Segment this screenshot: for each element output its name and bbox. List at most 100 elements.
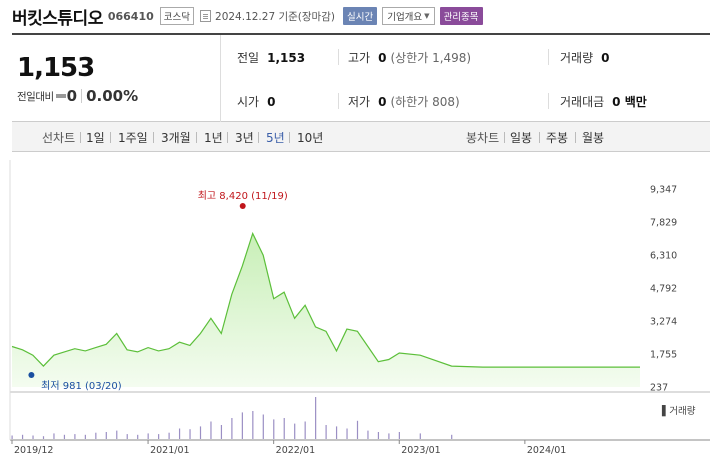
range-3m-button[interactable]: 3개월 [161, 131, 191, 145]
low-label: 저가 [348, 95, 371, 109]
price-line [11, 231, 640, 368]
volume-bar [398, 432, 400, 439]
divider [227, 132, 228, 143]
volume-bar [32, 435, 34, 439]
y-tick-label: 4,792 [650, 284, 677, 295]
y-tick-label: 9,347 [650, 185, 677, 196]
volume-bar [74, 434, 76, 439]
current-price: 1,153 [17, 53, 95, 83]
volume-bar [252, 411, 254, 439]
volume-bar [304, 421, 306, 439]
admin-stock-badge[interactable]: 관리종목 [439, 7, 483, 25]
divider [153, 132, 154, 143]
y-tick-label: 3,274 [650, 317, 677, 328]
candle-daily-button[interactable]: 일봉 [510, 131, 533, 145]
range-1y-button[interactable]: 1년 [204, 131, 223, 145]
volume-bar [42, 436, 45, 439]
volume-bar [189, 429, 191, 439]
y-tick-label: 6,310 [650, 251, 677, 262]
price-chart-svg: ▌거래량 9,347 7,829 6,310 4,792 3,274 1,755 237 20… [9, 160, 710, 456]
volume-bar [325, 425, 327, 439]
low-value: 0 [378, 94, 387, 109]
range-1w-button[interactable]: 1주일 [118, 131, 148, 145]
quote-summary: 1,153 전일대비 0 0.00% 전일 1,153 고가 0 (상한가 1,… [12, 35, 710, 122]
volume-bar [168, 432, 170, 439]
volume-legend: ▌거래량 [661, 405, 696, 417]
volume-bar [262, 414, 264, 439]
y-tick-label: 1,755 [650, 350, 677, 361]
document-icon [200, 10, 212, 22]
volume-bar [84, 434, 86, 439]
low-marker [28, 372, 35, 378]
divider [80, 132, 81, 143]
range-1d-button[interactable]: 1일 [86, 131, 105, 145]
high-label: 고가 [348, 51, 371, 65]
change-row: 전일대비 0 0.00% [17, 87, 138, 105]
chart-toolbar: 선차트 1일 1주일 3개월 1년 3년 5년 10년 봉차트 일봉 주봉 월봉 [12, 122, 710, 152]
divider [258, 132, 259, 143]
volume-cell: 거래량 0 [560, 49, 609, 66]
high-value: 0 [378, 50, 387, 65]
flat-icon [55, 94, 66, 98]
divider [548, 49, 549, 65]
range-5y-button[interactable]: 5년 [266, 131, 285, 145]
y-tick-label: 237 [650, 383, 668, 394]
amount-value: 0 백만 [612, 95, 647, 109]
divider [289, 132, 290, 143]
volume-bar [283, 418, 285, 439]
high-cell: 고가 0 (상한가 1,498) [348, 49, 471, 66]
upper-limit: (상한가 1,498) [390, 51, 472, 65]
divider [196, 132, 197, 143]
prev-close-value: 1,153 [267, 50, 306, 65]
volume-bar [231, 418, 233, 439]
volume-bar [116, 430, 118, 439]
open-cell: 시가 0 [237, 93, 275, 110]
divider [110, 132, 111, 143]
change-label: 전일대비 [17, 90, 54, 103]
volume-bar [158, 434, 160, 439]
volume-bar [95, 432, 97, 439]
volume-bar [377, 432, 380, 439]
volume-bar [451, 434, 453, 439]
volume-bar [315, 397, 317, 439]
volume-bar [419, 433, 421, 439]
x-tick-label: 2021/01 [150, 445, 189, 456]
volume-bar [388, 433, 390, 439]
volume-bar [241, 412, 243, 439]
volume-bar [199, 426, 202, 439]
low-annotation: 최저 981 (03/20) [41, 380, 122, 392]
low-cell: 저가 0 (하한가 808) [348, 93, 460, 110]
volume-bar [220, 425, 223, 439]
market-badge: 코스닥 [159, 7, 195, 25]
divider [504, 132, 505, 143]
high-marker [239, 203, 246, 209]
volume-bar [105, 432, 107, 439]
range-10y-button[interactable]: 10년 [297, 131, 324, 145]
volume-bar [126, 434, 128, 439]
divider [539, 132, 540, 143]
divider [81, 89, 83, 103]
divider [338, 49, 339, 65]
volume-bar [346, 428, 348, 439]
candle-monthly-button[interactable]: 월봉 [582, 131, 605, 145]
x-tick-label: 2019/12 [14, 445, 53, 456]
candle-weekly-button[interactable]: 주봉 [546, 131, 569, 145]
stock-header: 버킷스튜디오 066410 코스닥 2024.12.27 기준(장마감) 실시간… [12, 4, 483, 29]
volume-bar [356, 420, 359, 439]
volume-bar [367, 430, 369, 439]
amount-label: 거래대금 [560, 95, 605, 109]
volume-bar [53, 433, 55, 439]
volume-label: 거래량 [560, 51, 594, 65]
volume-bar [147, 433, 149, 439]
realtime-button[interactable]: 실시간 [342, 7, 378, 25]
volume-bar [21, 434, 24, 439]
range-3y-button[interactable]: 3년 [235, 131, 254, 145]
change-percent: 0.00% [86, 87, 139, 105]
price-area [12, 233, 640, 387]
change-value: 0 [66, 87, 78, 105]
price-chart[interactable]: ▌거래량 9,347 7,829 6,310 4,792 3,274 1,755 237 20… [0, 152, 710, 467]
volume-bar [335, 426, 338, 439]
open-value: 0 [267, 94, 276, 109]
as-of-date: 2024.12.27 기준(장마감) [215, 10, 335, 23]
corp-info-dropdown[interactable]: 기업개요 ▼ [382, 7, 435, 25]
